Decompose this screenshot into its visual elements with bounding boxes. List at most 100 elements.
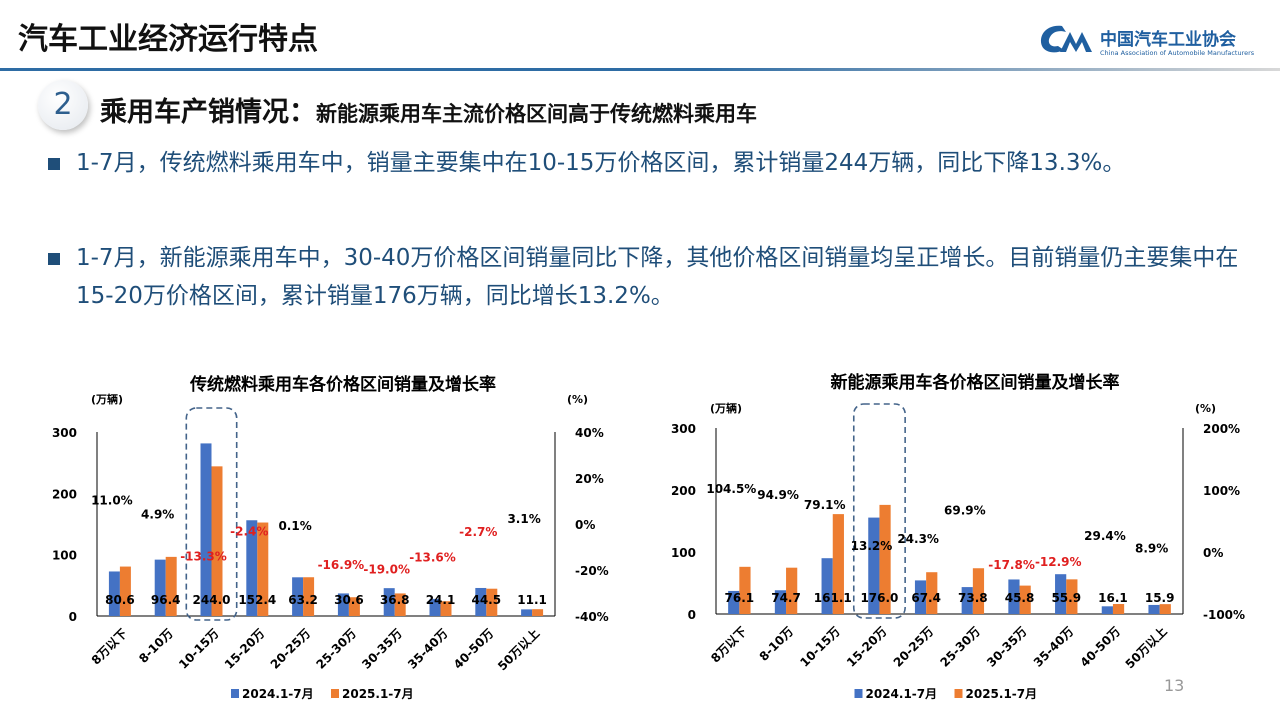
caam-logo: 中国汽车工业协会 China Association of Automobile… <box>1036 22 1254 62</box>
bar-2025 <box>440 601 452 616</box>
y-tick-label: 300 <box>671 422 696 436</box>
y2-axis-unit: (%) <box>1195 402 1216 415</box>
legend-swatch <box>231 689 239 698</box>
y2-tick-label: -100% <box>1203 608 1245 622</box>
header-divider <box>0 68 1280 71</box>
bar-2025 <box>532 609 544 616</box>
square-bullet-icon <box>48 158 60 170</box>
chart-title: 传统燃料乘用车各价格区间销量及增长率 <box>189 374 496 395</box>
value-label: 244.0 <box>193 593 231 607</box>
y-tick-label: 100 <box>671 546 696 560</box>
section-title: 乘用车产销情况： <box>100 97 316 128</box>
y2-tick-label: 100% <box>1203 484 1240 498</box>
bar-2024 <box>1008 579 1020 614</box>
legend-swatch <box>331 689 339 698</box>
page-number: 13 <box>1164 676 1185 695</box>
growth-label: -16.9% <box>318 558 365 572</box>
value-label: 30.6 <box>334 593 364 607</box>
highlight-box <box>852 403 906 619</box>
bar-2024 <box>728 590 740 614</box>
bar-2025 <box>786 567 798 614</box>
growth-label: 11.0% <box>91 494 133 508</box>
value-label: 11.1 <box>517 593 547 607</box>
y-axis-unit: (万辆) <box>710 401 742 415</box>
page-title: 汽车工业经济运行特点 <box>18 22 318 57</box>
bar-2025 <box>972 568 985 614</box>
bar-2024 <box>914 580 927 614</box>
section-number-badge: 2 <box>38 80 88 130</box>
x-tick-label: 50万以上 <box>1122 624 1170 672</box>
growth-label: -2.4% <box>230 525 268 539</box>
x-tick-label: 35-40万 <box>1031 624 1077 670</box>
bar-2024 <box>1055 574 1067 614</box>
bar-2024 <box>108 571 120 616</box>
bar-2025 <box>879 504 891 614</box>
x-tick-label: 30-35万 <box>984 624 1030 670</box>
bar-2025 <box>739 566 751 614</box>
y2-tick-label: 200% <box>1203 422 1240 436</box>
bar-2024 <box>1101 606 1113 614</box>
y-tick-label: 200 <box>52 487 77 501</box>
y2-tick-label: -40% <box>575 610 609 624</box>
bar-2024 <box>961 587 973 614</box>
bar-2024 <box>246 520 258 616</box>
bar-2024 <box>1148 604 1160 614</box>
bar-2025 <box>211 466 223 616</box>
value-label: 44.5 <box>471 593 501 607</box>
bullet-item: 1-7月，传统燃料乘用车中，销量主要集中在10-15万价格区间，累计销量244万… <box>48 144 1248 182</box>
bar-2024 <box>821 558 833 614</box>
bar-2025 <box>1159 604 1171 614</box>
y-tick-label: 0 <box>69 610 77 624</box>
bar-2024 <box>868 517 880 614</box>
y2-tick-label: 20% <box>575 472 604 486</box>
bar-2025 <box>486 588 498 616</box>
value-label: 76.1 <box>725 591 755 605</box>
bar-2025 <box>926 572 938 614</box>
bar-2024 <box>292 577 304 616</box>
bullet-text: 1-7月，新能源乘用车中，30-40万价格区间销量同比下降，其他价格区间销量均呈… <box>76 245 1239 309</box>
bullet-item: 1-7月，新能源乘用车中，30-40万价格区间销量同比下降，其他价格区间销量均呈… <box>48 239 1248 315</box>
bar-2025 <box>832 514 844 614</box>
value-label: 15.9 <box>1145 591 1175 605</box>
value-label: 176.0 <box>860 591 898 605</box>
growth-label: -19.0% <box>363 563 410 577</box>
growth-label: 0.1% <box>278 519 311 533</box>
bullet-text: 1-7月，传统燃料乘用车中，销量主要集中在10-15万价格区间，累计销量244万… <box>76 150 1126 176</box>
bar-2024 <box>475 587 487 616</box>
y-tick-label: 100 <box>52 549 77 563</box>
growth-label: 104.5% <box>706 482 756 496</box>
bar-2025 <box>303 577 315 616</box>
highlight-box <box>185 407 238 621</box>
bar-2025 <box>394 593 406 616</box>
legend-swatch <box>954 689 963 698</box>
y2-tick-label: -20% <box>575 564 609 578</box>
bar-2025 <box>1112 604 1125 614</box>
value-label: 73.8 <box>958 591 988 605</box>
growth-label: 13.2% <box>851 539 893 553</box>
x-tick-label: 15-20万 <box>844 624 890 670</box>
value-label: 55.9 <box>1051 591 1081 605</box>
bar-2024 <box>337 593 349 616</box>
value-label: 67.4 <box>911 591 941 605</box>
value-label: 74.7 <box>771 591 801 605</box>
x-tick-label: 8-10万 <box>757 624 797 664</box>
legend-label: 2024.1-7月 <box>866 687 938 701</box>
y-tick-label: 200 <box>671 484 696 498</box>
growth-label: -13.6% <box>409 550 456 564</box>
y2-tick-label: 0% <box>1203 546 1223 560</box>
growth-label: -12.9% <box>1035 555 1082 569</box>
bar-2025 <box>257 522 269 616</box>
chart-title: 新能源乘用车各价格区间销量及增长率 <box>831 372 1120 393</box>
logo-chinese-name: 中国汽车工业协会 <box>1100 30 1236 50</box>
caam-logo-mark-icon <box>1040 25 1092 53</box>
value-label: 36.8 <box>380 593 410 607</box>
value-label: 16.1 <box>1098 591 1128 605</box>
growth-label: 29.4% <box>1084 529 1126 543</box>
y2-axis-unit: (%) <box>567 393 588 406</box>
value-label: 24.1 <box>426 593 456 607</box>
x-tick-label: 20-25万 <box>891 624 937 670</box>
bar-2024 <box>774 590 787 614</box>
growth-label: 8.9% <box>1135 541 1168 555</box>
y2-tick-label: 40% <box>575 426 604 440</box>
